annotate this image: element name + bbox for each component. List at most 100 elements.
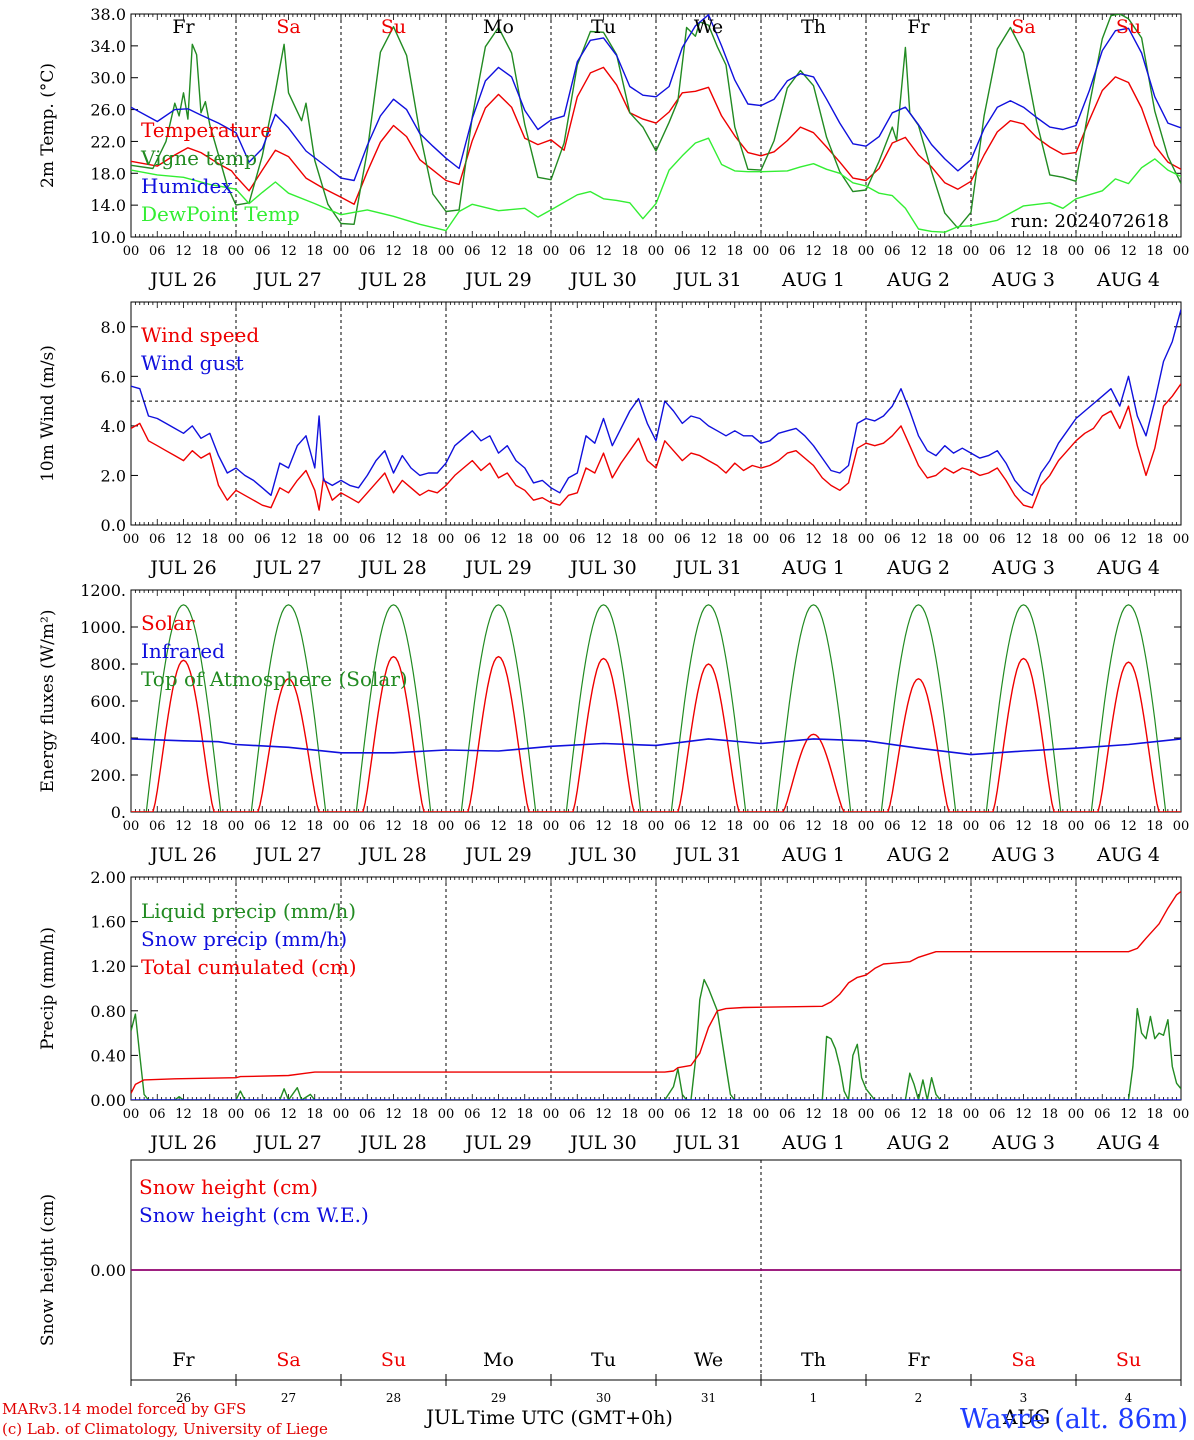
hour-tick-label: 18: [1146, 532, 1163, 547]
y-tick-label: 1000.: [80, 618, 126, 637]
hour-tick-label: 12: [175, 244, 192, 259]
hour-tick-label: 06: [254, 532, 271, 547]
hour-tick-label: 00: [543, 244, 560, 259]
legend-entry: Wind speed: [141, 323, 259, 347]
weekday-label: Sa: [1011, 16, 1035, 38]
hour-tick-label: 12: [1120, 532, 1137, 547]
hour-tick-label: 12: [175, 532, 192, 547]
hour-tick-label: 00: [648, 244, 665, 259]
panel-1: 10.0 14.0 18.0 22.0 26.0 30.0 34.0 38.0 2m Temp.…: [38, 5, 1189, 291]
legend-entry: Liquid precip (mm/h): [141, 899, 356, 923]
hour-tick-label: 18: [201, 819, 218, 834]
day-label: JUL 27: [253, 557, 321, 579]
hour-tick-label: 18: [621, 819, 638, 834]
day-label: JUL 28: [358, 557, 426, 579]
hour-tick-label: 06: [464, 244, 481, 259]
hour-tick-label: 06: [254, 1107, 271, 1122]
day-label: JUL 27: [253, 269, 321, 291]
series-solar: [131, 655, 1181, 812]
hour-tick-label: 18: [306, 244, 323, 259]
hour-tick-label: 18: [411, 1107, 428, 1122]
day-label: AUG 3: [991, 557, 1055, 579]
hour-tick-label: 06: [149, 819, 166, 834]
hour-tick-label: 06: [989, 532, 1006, 547]
day-label: AUG 3: [991, 844, 1055, 866]
station-label: Wavre (alt. 86m): [960, 1404, 1188, 1435]
y-tick-label: 18.0: [90, 164, 126, 183]
y-tick-label: 0.00: [90, 1261, 126, 1280]
hour-tick-label: 00: [333, 819, 350, 834]
hour-tick-label: 12: [280, 532, 297, 547]
hour-tick-label: 12: [700, 532, 717, 547]
hour-tick-label: 18: [1041, 1107, 1058, 1122]
day-label: JUL 29: [463, 269, 531, 291]
y-tick-label: 4.0: [101, 417, 126, 436]
hour-tick-label: 00: [1173, 532, 1190, 547]
day-number-label: 4: [1125, 1391, 1133, 1405]
y-tick-label: 2.00: [90, 868, 126, 887]
series-group: [131, 890, 1181, 1100]
legend-entry: Vigne temp: [140, 146, 257, 170]
hour-tick-label: 06: [359, 819, 376, 834]
series-infrared: [131, 738, 1181, 756]
hour-tick-label: 12: [280, 244, 297, 259]
hour-tick-label: 18: [201, 532, 218, 547]
plot-frame: [130, 301, 1182, 526]
weekday-label: Su: [381, 1349, 406, 1371]
day-label: JUL 31: [673, 1132, 741, 1154]
hour-tick-label: 00: [438, 1107, 455, 1122]
hour-tick-label: 18: [726, 819, 743, 834]
hour-tick-label: 18: [1041, 819, 1058, 834]
hour-tick-label: 06: [149, 244, 166, 259]
series-group: [131, 309, 1181, 511]
weekday-label: Fr: [172, 1349, 195, 1371]
hour-tick-label: 18: [516, 532, 533, 547]
hour-tick-label: 06: [884, 244, 901, 259]
hour-tick-label: 00: [1173, 819, 1190, 834]
hour-tick-label: 06: [674, 819, 691, 834]
legend-entry: Snow height (cm W.E.): [139, 1203, 369, 1227]
hour-tick-label: 06: [674, 244, 691, 259]
hour-tick-label: 00: [858, 532, 875, 547]
hour-tick-label: 06: [989, 1107, 1006, 1122]
hour-tick-label: 06: [779, 532, 796, 547]
hour-tick-label: 00: [123, 532, 140, 547]
y-tick-label: 600.: [90, 692, 126, 711]
hour-tick-label: 12: [1015, 1107, 1032, 1122]
hour-tick-label: 18: [201, 1107, 218, 1122]
y-tick-label: 2.0: [101, 466, 126, 485]
hour-tick-label: 06: [569, 244, 586, 259]
hour-tick-label: 12: [910, 1107, 927, 1122]
hour-tick-label: 18: [411, 819, 428, 834]
hour-tick-label: 06: [884, 1107, 901, 1122]
weekday-label: Fr: [907, 16, 930, 38]
hour-tick-label: 00: [333, 1107, 350, 1122]
hour-tick-label: 18: [1041, 532, 1058, 547]
day-label: AUG 2: [886, 557, 950, 579]
y-tick-label: 800.: [90, 655, 126, 674]
hour-tick-label: 18: [516, 244, 533, 259]
hour-tick-label: 00: [228, 819, 245, 834]
y-axis-label: 10m Wind (m/s): [38, 345, 58, 482]
weekday-label: Th: [801, 16, 826, 38]
day-label: JUL 31: [673, 557, 741, 579]
y-tick-label: 22.0: [90, 132, 126, 151]
hour-tick-label: 00: [858, 244, 875, 259]
hour-tick-label: 18: [726, 1107, 743, 1122]
hour-tick-label: 12: [385, 244, 402, 259]
hour-tick-label: 12: [490, 1107, 507, 1122]
series-dewpoint-temp: [131, 137, 1181, 233]
weekday-label: Sa: [276, 1349, 300, 1371]
hour-tick-label: 12: [910, 532, 927, 547]
day-label: AUG 2: [886, 269, 950, 291]
day-label: JUL 28: [358, 1132, 426, 1154]
hour-tick-label: 18: [621, 532, 638, 547]
series-group: [131, 14, 1181, 233]
weekday-label: We: [694, 16, 723, 38]
day-label: JUL 31: [673, 844, 741, 866]
day-label: JUL 27: [253, 844, 321, 866]
y-tick-label: 200.: [90, 766, 126, 785]
day-label: JUL 26: [148, 844, 216, 866]
hour-tick-label: 06: [779, 1107, 796, 1122]
day-label: AUG 4: [1096, 269, 1160, 291]
